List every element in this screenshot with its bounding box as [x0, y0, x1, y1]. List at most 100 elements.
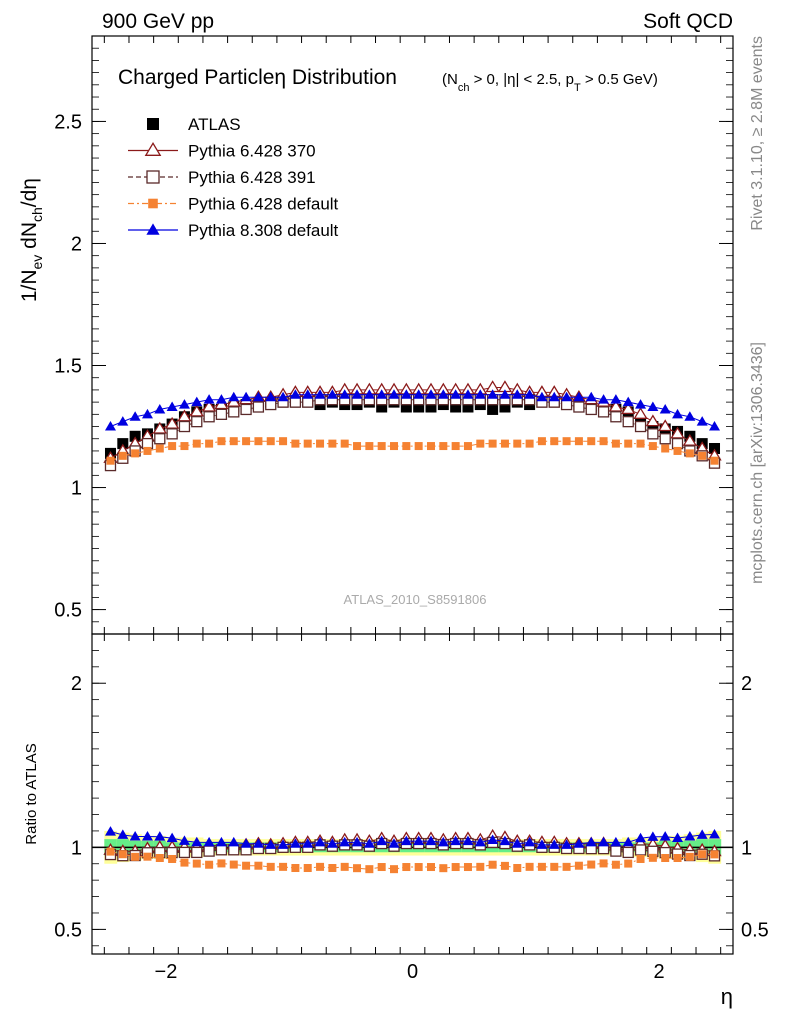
- data-point-3: [143, 446, 152, 455]
- ratio-point-2: [587, 860, 596, 869]
- ratio-point-1: [610, 845, 622, 857]
- ratio-point-1: [191, 846, 203, 859]
- ratio-point-2: [279, 862, 288, 871]
- ratio-point-2: [624, 859, 633, 868]
- ratio-point-3: [302, 838, 314, 848]
- data-point-0: [647, 421, 659, 433]
- data-point-3: [180, 442, 189, 451]
- x-axis-label: η: [721, 984, 733, 1009]
- data-point-4: [585, 391, 597, 402]
- ratio-point-3: [585, 836, 597, 847]
- ratio-point-3: [388, 838, 400, 848]
- data-point-3: [463, 442, 472, 451]
- data-point-1: [670, 426, 685, 439]
- legend-label: Pythia 6.428 370: [188, 142, 316, 161]
- plot-subtitle: (Nch > 0, |η| < 2.5, pT > 0.5 GeV): [442, 71, 658, 94]
- ratio-point-2: [316, 862, 325, 871]
- data-point-4: [203, 394, 215, 404]
- data-point-2: [634, 420, 647, 433]
- data-point-2: [191, 415, 203, 428]
- data-point-3: [254, 437, 263, 446]
- data-point-3: [340, 439, 349, 448]
- legend: ATLAS Pythia 6.428 370 Pythia 6.428 391 Pyt…: [128, 115, 339, 240]
- data-point-4: [154, 403, 166, 414]
- data-point-1: [608, 399, 624, 412]
- ratio-point-3: [104, 826, 116, 836]
- ratio-point-3: [215, 836, 227, 847]
- data-point-4: [265, 391, 277, 402]
- ratio-point-2: [377, 863, 386, 872]
- data-point-1: [633, 407, 648, 419]
- data-point-4: [635, 399, 647, 409]
- ratio-point-2: [414, 863, 423, 872]
- data-point-3: [611, 439, 620, 448]
- ratio-point-3: [487, 834, 499, 844]
- ratio-point-2: [426, 863, 435, 872]
- data-point-4: [622, 396, 634, 407]
- ratio-ytick-label: 0.5: [54, 919, 82, 941]
- data-point-4: [339, 389, 351, 399]
- ratio-point-2: [476, 862, 485, 871]
- ratio-point-2: [611, 860, 620, 869]
- ratio-ytick-label-right: 0.5: [741, 919, 769, 941]
- header-left: 900 GeV pp: [102, 10, 214, 33]
- data-point-4: [511, 389, 523, 399]
- data-point-4: [709, 421, 721, 431]
- ratio-point-2: [205, 860, 214, 869]
- data-point-1: [621, 402, 636, 415]
- ratio-point-3: [511, 838, 523, 848]
- main-ytick-label: 1.5: [54, 356, 82, 378]
- data-point-2: [215, 408, 228, 420]
- data-point-4: [302, 389, 314, 399]
- data-point-2: [573, 401, 585, 413]
- ratio-point-3: [289, 838, 301, 848]
- ratio-point-2: [266, 862, 275, 871]
- data-point-4: [524, 389, 536, 399]
- watermark: ATLAS_2010_S8591806: [344, 592, 487, 607]
- data-point-3: [550, 437, 559, 446]
- ratio-point-2: [488, 860, 497, 869]
- ratio-point-2: [328, 864, 337, 873]
- ratio-point-2: [574, 861, 583, 870]
- ratio-point-2: [562, 862, 571, 871]
- legend-label: Pythia 6.428 default: [188, 195, 339, 214]
- data-point-3: [500, 439, 509, 448]
- data-point-4: [437, 389, 449, 399]
- ratio-point-2: [229, 860, 238, 869]
- data-point-3: [710, 456, 719, 465]
- ratio-point-2: [451, 863, 460, 872]
- data-point-4: [400, 389, 412, 399]
- data-point-3: [599, 437, 608, 446]
- ratio-point-2: [131, 852, 140, 861]
- ratio-point-2: [168, 854, 177, 863]
- data-point-0: [499, 401, 511, 413]
- data-point-1: [658, 419, 673, 432]
- ratio-point-3: [277, 839, 289, 849]
- data-point-4: [117, 416, 129, 426]
- ratio-point-2: [537, 862, 546, 871]
- ratio-point-3: [178, 835, 190, 845]
- main-ytick-label: 2.5: [54, 111, 82, 133]
- data-point-4: [166, 401, 178, 412]
- data-point-4: [191, 396, 203, 407]
- data-point-0: [413, 401, 425, 413]
- ratio-point-1: [634, 844, 647, 856]
- data-point-4: [314, 389, 326, 399]
- ratio-point-3: [413, 835, 425, 846]
- ratio-point-3: [536, 839, 548, 849]
- data-point-3: [673, 446, 682, 455]
- ratio-point-3: [141, 831, 153, 841]
- data-point-3: [636, 439, 645, 448]
- main-panel: 0.5 1 1.5 2 2.5 ATLAS_2010_S8591806 Charged …: [18, 35, 734, 635]
- ratio-point-3: [363, 838, 375, 848]
- ratio-point-2: [636, 854, 645, 863]
- data-point-4: [659, 403, 671, 414]
- ratio-point-2: [463, 863, 472, 872]
- ratio-point-2: [525, 862, 534, 871]
- header-right: Soft QCD: [643, 10, 733, 33]
- data-point-4: [388, 389, 400, 399]
- legend-label: Pythia 8.308 default: [188, 221, 339, 240]
- data-point-3: [426, 442, 435, 451]
- data-point-4: [536, 391, 548, 402]
- data-point-4: [252, 391, 264, 402]
